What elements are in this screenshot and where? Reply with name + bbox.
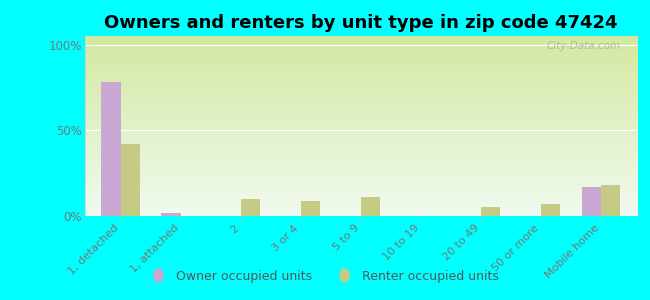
Bar [101,82,120,216]
Title: Owners and renters by unit type in zip code 47424: Owners and renters by unit type in zip c… [104,14,618,32]
Bar [481,207,500,216]
Bar [161,213,181,216]
Bar [361,197,380,216]
Text: City-Data.com: City-Data.com [546,41,620,51]
Legend: Owner occupied units, Renter occupied units: Owner occupied units, Renter occupied un… [146,265,504,288]
Bar [301,201,320,216]
Bar [240,199,260,216]
Bar [601,185,620,216]
Bar [582,187,601,216]
Bar [120,144,140,216]
Bar [541,204,560,216]
